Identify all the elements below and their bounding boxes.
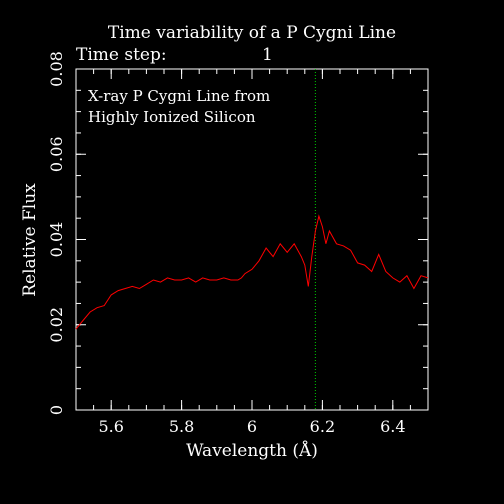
y-tick-label: 0 (47, 405, 66, 415)
x-tick-label: 5.6 (98, 417, 123, 436)
time-step-value: 1 (262, 45, 273, 65)
plot-area: 5.6 5.8 6 6.2 6.4 0 0.02 0.04 0.06 0.08 (47, 51, 429, 436)
x-tick-label: 6 (247, 417, 257, 436)
y-tick-label: 0.08 (47, 51, 66, 87)
x-tick-label: 6.2 (310, 417, 335, 436)
y-tick-label: 0.04 (47, 222, 66, 258)
time-step-label: Time step: (76, 45, 167, 65)
chart-title: Time variability of a P Cygni Line (108, 23, 396, 43)
flux-series-line (75, 214, 429, 330)
y-tick-label: 0.06 (47, 136, 66, 172)
annotation-line: Highly Ionized Silicon (88, 108, 256, 126)
x-tick-label: 5.8 (169, 417, 194, 436)
x-tick-label: 6.4 (380, 417, 405, 436)
y-tick-label: 0.02 (47, 307, 66, 343)
x-axis-label: Wavelength (Å) (186, 440, 318, 461)
y-axis-label: Relative Flux (20, 183, 40, 297)
annotation: X-ray P Cygni Line from Highly Ionized Si… (88, 87, 270, 126)
annotation-line: X-ray P Cygni Line from (88, 87, 270, 105)
